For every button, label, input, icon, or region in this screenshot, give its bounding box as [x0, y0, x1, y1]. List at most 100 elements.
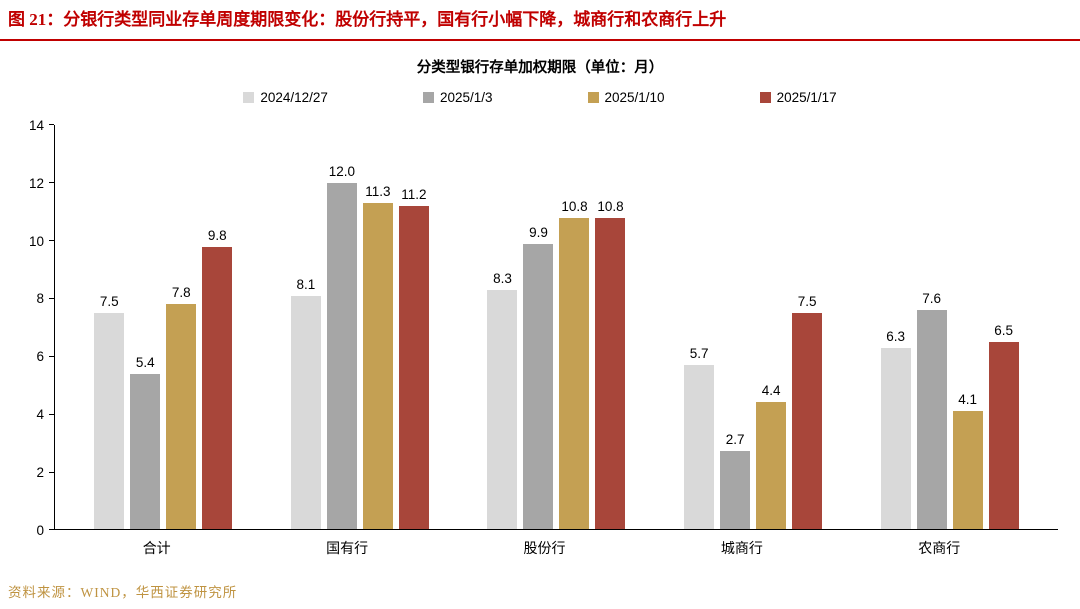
bar-value-label: 6.3 — [886, 328, 906, 344]
bar-with-label: 11.3 — [362, 125, 393, 530]
bar — [130, 373, 161, 530]
legend-item: 2025/1/17 — [759, 90, 837, 106]
legend-swatch — [759, 92, 771, 104]
bar-value-label: 4.1 — [958, 392, 978, 408]
y-axis-tick-mark — [49, 471, 54, 473]
bar — [756, 402, 787, 530]
bar-group: 6.3 7.6 4.1 6.5 — [880, 125, 1019, 530]
bar-with-label: 7.5 — [94, 125, 125, 530]
bar — [916, 310, 947, 530]
x-axis-category-label: 城商行 — [720, 540, 763, 557]
bar-value-label: 9.9 — [529, 224, 548, 240]
bar-value-label: 5.7 — [689, 345, 709, 361]
bar — [166, 304, 197, 530]
bar-value-label: 11.2 — [401, 187, 427, 203]
bar-with-label: 2.7 — [720, 125, 751, 530]
y-axis-tick-label: 6 — [36, 349, 44, 365]
bar — [792, 312, 823, 530]
legend-item: 2025/1/10 — [587, 90, 665, 106]
bar-value-label: 5.4 — [135, 354, 155, 370]
bar-with-label: 8.1 — [290, 125, 321, 530]
y-axis-tick-mark — [49, 240, 54, 242]
bar — [326, 183, 357, 530]
bar-with-label: 11.2 — [398, 125, 429, 530]
y-axis-tick-label: 10 — [28, 233, 44, 249]
bar-with-label: 6.3 — [880, 125, 911, 530]
x-axis-category-label: 农商行 — [918, 540, 961, 557]
x-axis-category-label: 合计 — [142, 540, 171, 557]
y-axis-tick-mark — [49, 182, 54, 184]
plot-area: 7.5 5.4 7.8 9.8 8.1 12.0 11.3 11.2 8.3 9.9 10.8 10.… — [54, 125, 1058, 531]
bar-with-label: 9.8 — [202, 125, 233, 530]
x-axis-category-label: 股份行 — [523, 540, 566, 557]
bar-value-label: 10.8 — [597, 198, 624, 214]
legend-label: 2025/1/10 — [604, 90, 665, 106]
bar-with-label: 10.8 — [559, 125, 590, 530]
legend-swatch — [422, 92, 434, 104]
title-divider — [0, 39, 1080, 42]
bar — [398, 206, 429, 530]
bar — [487, 289, 518, 530]
bar-with-label: 12.0 — [326, 125, 357, 530]
bar-with-label: 4.1 — [952, 125, 983, 530]
bar — [202, 246, 233, 530]
bar-with-label: 5.7 — [684, 125, 715, 530]
bar — [362, 203, 393, 530]
bar — [595, 217, 626, 530]
plot-area-wrapper: 0 2 4 6 8 10 12 14 7.5 5.4 7.8 9.8 8.1 12.0 11.3 11.2 8… — [18, 119, 1058, 537]
y-axis-tick-label: 2 — [36, 464, 44, 480]
bar-value-label: 7.6 — [922, 291, 942, 307]
legend-swatch — [587, 92, 599, 104]
legend-label: 2025/1/3 — [439, 90, 493, 106]
x-axis: 合计 国有行 股份行 城商行 农商行 — [55, 538, 1048, 558]
chart-title: 分类型银行存单加权期限（单位：月） — [416, 60, 664, 77]
bar-value-label: 4.4 — [761, 383, 781, 399]
bar-value-label: 9.8 — [207, 227, 227, 243]
chart-legend: 2024/12/27 2025/1/3 2025/1/10 2025/1/17 — [0, 90, 1080, 105]
y-axis-tick-label: 12 — [28, 175, 44, 191]
bar-value-label: 6.5 — [994, 322, 1014, 338]
y-axis: 0 2 4 6 8 10 12 14 — [18, 119, 54, 537]
bar-value-label: 7.5 — [99, 293, 119, 309]
bar-value-label: 8.1 — [296, 276, 316, 292]
bar-with-label: 6.5 — [988, 125, 1019, 530]
bar-chart: 分类型银行存单加权期限（单位：月） 2024/12/27 2025/1/3 2025… — [0, 56, 1080, 558]
bar-value-label: 12.0 — [328, 164, 356, 180]
legend-item: 2024/12/27 — [243, 90, 328, 105]
bar-value-label: 7.5 — [797, 293, 817, 309]
y-axis-tick-mark — [49, 355, 54, 357]
bar-with-label: 7.8 — [166, 125, 197, 530]
source-note: 资料来源：WIND，华西证券研究所 — [8, 585, 238, 600]
bar — [94, 312, 125, 530]
y-axis-tick-label: 4 — [36, 406, 44, 422]
bar-value-label: 2.7 — [725, 432, 745, 448]
bar-with-label: 7.6 — [916, 125, 947, 530]
figure-header: 图 21：分银行类型同业存单周度期限变化：股份行持平，国有行小幅下降，城商行和农… — [0, 0, 1080, 30]
figure-title: 图 21：分银行类型同业存单周度期限变化：股份行持平，国有行小幅下降，城商行和农… — [8, 10, 727, 29]
bar-value-label: 7.8 — [171, 285, 191, 301]
y-axis-tick-mark — [49, 124, 54, 126]
y-axis-tick-mark — [49, 529, 54, 531]
bar — [523, 243, 554, 530]
legend-label: 2024/12/27 — [260, 90, 328, 106]
bar — [988, 341, 1019, 530]
bar — [559, 217, 590, 530]
legend-swatch — [243, 92, 255, 104]
bar-with-label: 8.3 — [487, 125, 518, 530]
bar — [952, 411, 983, 530]
x-axis-category-label: 国有行 — [326, 540, 369, 557]
bar-group: 8.3 9.9 10.8 10.8 — [487, 125, 626, 530]
bar-group: 8.1 12.0 11.3 11.2 — [290, 125, 429, 530]
bar — [290, 295, 321, 530]
bar-with-label: 4.4 — [756, 125, 787, 530]
bar-with-label: 7.5 — [792, 125, 823, 530]
y-axis-tick-label: 14 — [28, 117, 44, 133]
legend-item: 2025/1/3 — [422, 90, 493, 106]
bar — [684, 364, 715, 530]
bar-value-label: 11.3 — [365, 184, 391, 200]
legend-label: 2025/1/17 — [776, 90, 837, 106]
bar — [880, 347, 911, 530]
y-axis-tick-label: 8 — [36, 291, 44, 307]
bar — [720, 451, 751, 530]
